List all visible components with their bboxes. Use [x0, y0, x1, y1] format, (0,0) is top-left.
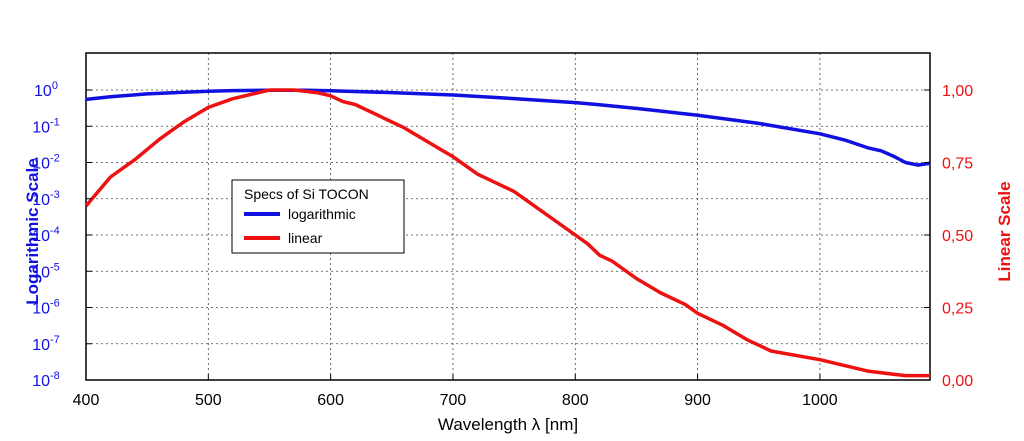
x-tick-label: 900: [684, 392, 711, 409]
plot-frame: [85, 52, 931, 381]
y-left-tick-label: 10-2: [32, 153, 60, 173]
legend-title: Specs of Si TOCON: [244, 186, 369, 202]
ticks: 400 500 600 700 800 900 1000 100 10-1 10-2 10-3 10-…: [32, 80, 973, 409]
series-line-logarithmic: [85, 88, 931, 167]
y-left-tick-label: 10-8: [32, 370, 60, 390]
y-left-tick-label: 100: [34, 80, 58, 100]
legend: Specs of Si TOCON logarithmic linear: [231, 179, 405, 254]
x-axis-label: Wavelength λ [nm]: [438, 415, 578, 434]
y-left-tick-label: 10-5: [32, 261, 60, 281]
x-tick-label: 700: [440, 392, 467, 409]
y-right-tick-label: 0,00: [942, 373, 973, 390]
y-right-tick-label: 0,50: [942, 228, 973, 245]
y-right-tick-label: 0,25: [942, 301, 973, 318]
grid: [86, 53, 930, 380]
y-left-tick-label: 10-6: [32, 298, 60, 318]
x-tick-label: 400: [73, 392, 100, 409]
y-left-tick-label: 10-3: [32, 189, 60, 209]
y-left-tick-label: 10-7: [32, 334, 60, 354]
y-left-tick-label: 10-4: [32, 225, 60, 245]
legend-box: [231, 179, 405, 254]
y-right-tick-label: 1,00: [942, 83, 973, 100]
series-line-linear: [84, 88, 930, 378]
x-tick-label: 800: [562, 392, 589, 409]
left-axis-label: Logarithmic Scale: [23, 158, 42, 304]
y-left-tick-label: 10-1: [32, 116, 60, 136]
x-tick-label: 600: [317, 392, 344, 409]
legend-label-linear: linear: [288, 230, 323, 246]
series-layer: [84, 88, 931, 378]
x-tick-label: 1000: [802, 392, 838, 409]
legend-label-logarithmic: logarithmic: [288, 206, 356, 222]
y-right-tick-label: 0,75: [942, 156, 973, 173]
x-tick-label: 500: [195, 392, 222, 409]
right-axis-label: Linear Scale: [995, 181, 1014, 281]
